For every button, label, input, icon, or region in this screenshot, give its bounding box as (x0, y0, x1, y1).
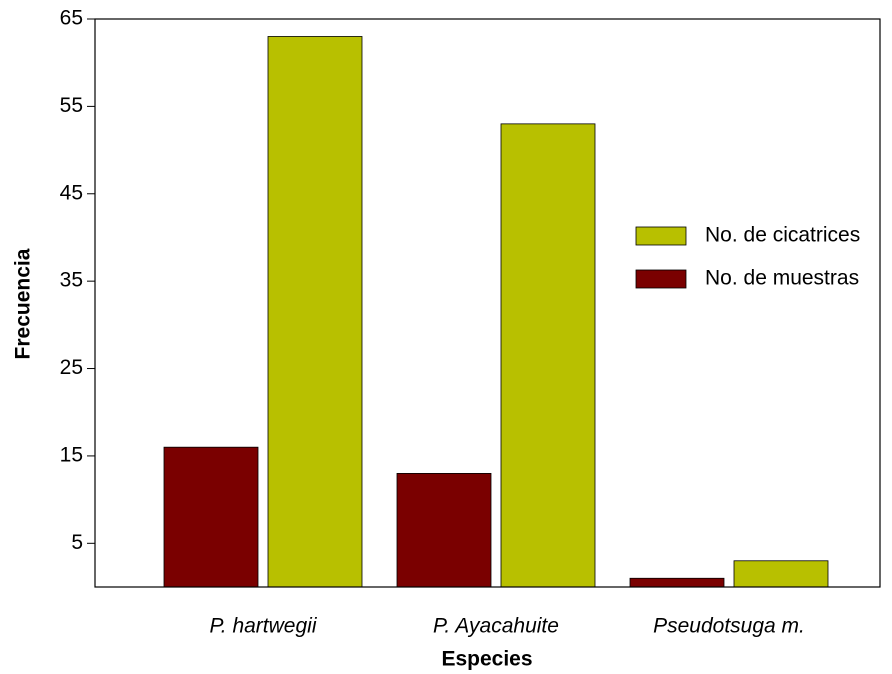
legend-label: No. de cicatrices (705, 224, 860, 247)
y-tick-label: 35 (60, 269, 83, 292)
bar (163, 446, 259, 588)
bar (733, 560, 829, 588)
y-axis-label: Frecuencia (12, 248, 35, 359)
bar (267, 36, 363, 588)
x-axis-label: Especies (441, 648, 532, 671)
plot-frame (94, 18, 881, 588)
x-tick-label: P. Ayacahuite (433, 615, 559, 638)
y-tick-label: 5 (71, 531, 83, 554)
legend-swatch (635, 269, 687, 289)
y-tick-label: 65 (60, 7, 83, 30)
y-tick-label: 25 (60, 356, 83, 379)
bar (500, 123, 596, 588)
x-tick-label: P. hartwegii (209, 615, 317, 638)
x-tick-label: Pseudotsuga m. (653, 615, 805, 638)
y-tick-label: 15 (60, 443, 83, 466)
legend-label: No. de muestras (705, 267, 859, 290)
bar (396, 472, 492, 588)
y-tick-label: 55 (60, 94, 83, 117)
legend-swatch (635, 226, 687, 246)
bar (629, 577, 725, 588)
y-tick-label: 45 (60, 181, 83, 204)
